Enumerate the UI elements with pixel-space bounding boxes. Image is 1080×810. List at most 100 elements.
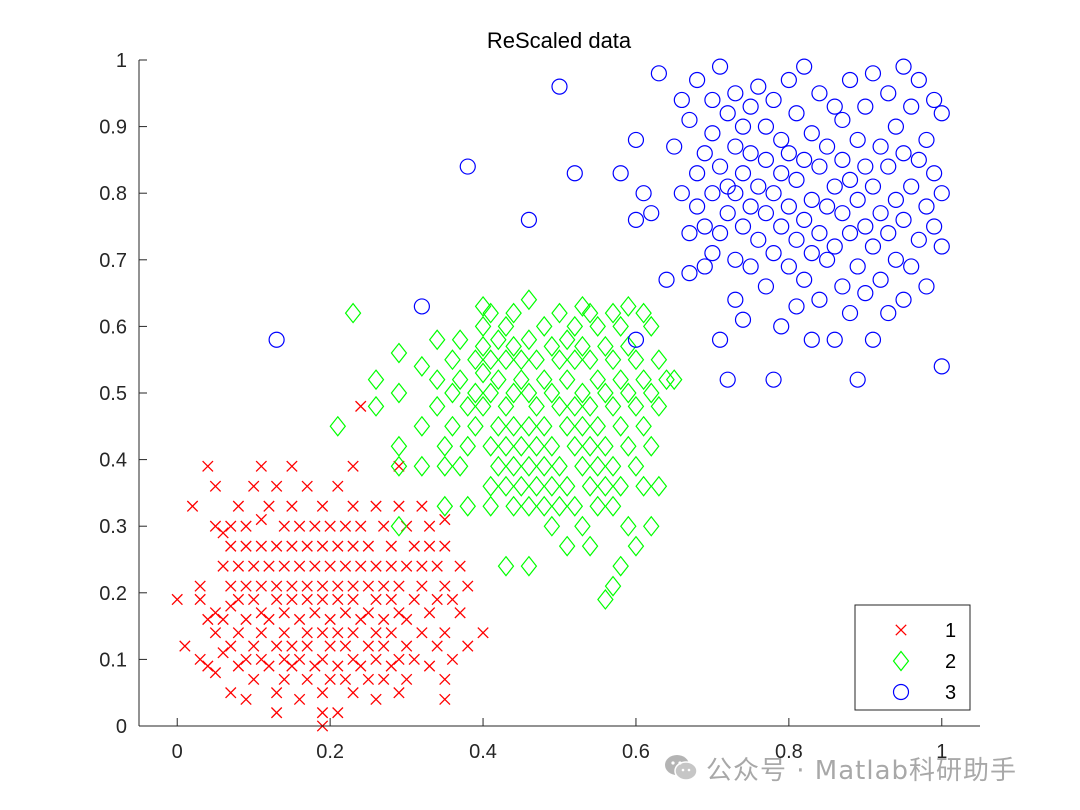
data-point-series-1 — [255, 607, 267, 619]
data-point-series-3 — [926, 218, 943, 235]
data-point-series-3 — [895, 291, 912, 308]
data-point-series-3 — [864, 65, 882, 82]
data-point-series-2 — [581, 395, 599, 417]
data-point-series-1 — [385, 560, 397, 572]
data-point-series-3 — [681, 111, 698, 129]
data-point-series-2 — [497, 315, 515, 337]
data-point-series-3 — [689, 71, 706, 89]
data-point-series-1 — [339, 607, 352, 619]
data-point-series-1 — [477, 627, 489, 639]
data-point-series-3 — [780, 198, 797, 215]
data-point-series-2 — [612, 315, 629, 337]
data-point-series-3 — [681, 225, 698, 242]
legend-label: 1 — [945, 620, 956, 642]
data-point-series-2 — [627, 395, 645, 417]
data-point-series-1 — [385, 593, 397, 606]
data-point-series-1 — [400, 640, 413, 652]
legend-label: 3 — [945, 682, 956, 704]
data-point-series-2 — [650, 475, 668, 497]
data-point-series-3 — [803, 191, 820, 208]
data-point-series-2 — [413, 455, 431, 477]
data-point-series-2 — [444, 349, 461, 371]
data-point-series-3 — [643, 205, 660, 222]
data-point-series-2 — [642, 315, 660, 337]
data-point-series-2 — [390, 435, 408, 457]
data-point-series-2 — [528, 475, 545, 497]
data-point-series-3 — [734, 311, 752, 328]
data-point-series-2 — [543, 335, 561, 357]
data-point-series-1 — [270, 593, 283, 606]
data-point-series-2 — [597, 435, 614, 457]
data-point-series-1 — [255, 653, 267, 666]
data-point-series-1 — [217, 647, 229, 659]
data-point-series-1 — [431, 593, 443, 606]
data-point-series-1 — [355, 560, 367, 572]
data-point-series-2 — [635, 415, 652, 437]
data-point-series-1 — [286, 500, 298, 512]
data-point-series-1 — [240, 693, 252, 706]
x-tick-label: 0 — [172, 741, 183, 763]
data-point-series-3 — [773, 131, 790, 149]
data-point-series-2 — [650, 395, 668, 417]
data-point-series-3 — [673, 91, 690, 109]
data-point-series-1 — [248, 640, 260, 652]
legend: 1 2 3 — [854, 604, 971, 711]
data-point-series-3 — [734, 118, 752, 135]
data-point-series-2 — [535, 315, 553, 337]
data-point-series-1 — [263, 613, 275, 626]
data-point-series-2 — [474, 295, 492, 317]
legend-item-3: 3 — [892, 682, 956, 704]
data-point-series-1 — [255, 513, 267, 526]
data-point-series-1 — [423, 607, 436, 619]
data-point-series-2 — [620, 382, 637, 404]
data-point-series-3 — [887, 251, 905, 268]
data-point-series-2 — [513, 369, 530, 391]
data-point-series-3 — [826, 98, 843, 115]
data-point-series-2 — [650, 349, 668, 371]
data-point-series-3 — [872, 271, 889, 288]
data-point-series-3 — [872, 205, 889, 222]
data-point-series-3 — [841, 225, 859, 242]
data-point-series-2 — [635, 302, 652, 324]
data-point-series-2 — [604, 349, 622, 371]
data-point-series-2 — [589, 495, 606, 517]
data-point-series-1 — [240, 520, 252, 532]
data-point-series-2 — [467, 415, 484, 437]
data-point-series-2 — [436, 455, 454, 477]
data-point-series-3 — [933, 358, 950, 375]
data-point-series-2 — [597, 475, 614, 497]
data-point-series-2 — [574, 515, 591, 537]
data-point-series-3 — [864, 238, 882, 255]
data-point-series-3 — [880, 225, 897, 242]
data-point-series-2 — [367, 395, 385, 417]
data-point-series-1 — [370, 693, 382, 706]
data-point-series-1 — [301, 593, 313, 606]
legend-item-1: 1 — [895, 620, 956, 642]
data-point-series-1 — [278, 607, 290, 619]
data-point-series-1 — [439, 673, 451, 686]
data-point-series-2 — [597, 335, 614, 357]
data-point-series-3 — [413, 298, 430, 315]
data-point-series-2 — [574, 335, 591, 357]
data-point-series-3 — [811, 291, 828, 308]
y-tick-label: 0.5 — [99, 383, 127, 405]
data-point-series-1 — [255, 580, 267, 592]
data-point-series-2 — [482, 435, 499, 457]
data-point-series-1 — [408, 540, 420, 552]
data-point-series-2 — [474, 335, 492, 357]
x-tick-label: 0.8 — [775, 741, 803, 763]
data-point-series-1 — [309, 607, 321, 619]
data-point-series-3 — [796, 271, 813, 288]
data-point-series-3 — [788, 231, 805, 248]
data-point-series-2 — [482, 475, 499, 497]
data-point-series-1 — [423, 660, 436, 672]
data-point-series-2 — [566, 315, 584, 337]
data-point-series-3 — [711, 158, 729, 175]
data-point-series-1 — [339, 640, 352, 652]
data-point-series-1 — [263, 560, 275, 572]
data-point-series-1 — [316, 593, 329, 606]
data-point-series-2 — [566, 349, 584, 371]
data-point-series-3 — [803, 245, 820, 262]
data-point-series-1 — [462, 580, 474, 592]
data-point-series-1 — [393, 460, 405, 472]
